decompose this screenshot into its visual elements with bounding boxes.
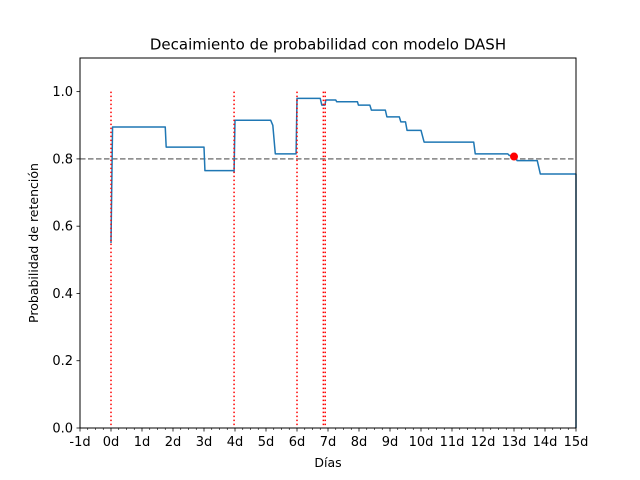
x-tick-label: 1d <box>134 435 151 450</box>
x-tick-label: 13d <box>502 435 527 450</box>
y-axis: 0.0 0.2 0.4 0.6 0.8 1.0 <box>52 85 80 437</box>
plot-area <box>80 91 577 428</box>
x-axis: -1d 0d 1d 2d 3d 4d 5d 6d 7d 8d 9d 10d 11d 12d 13d 14d 15… <box>69 428 588 450</box>
x-tick-label: 9d <box>382 435 399 450</box>
y-tick-label: 0.4 <box>52 287 73 302</box>
y-tick-label: 0.6 <box>52 220 73 235</box>
x-tick-label: 4d <box>227 435 244 450</box>
y-tick-label: 0.8 <box>52 152 73 167</box>
x-tick-label: 6d <box>289 435 306 450</box>
x-tick-label: 12d <box>471 435 496 450</box>
x-tick-label: 15d <box>564 435 589 450</box>
plot-frame <box>79 57 577 429</box>
chart-title: Decaimiento de probabilidad con modelo D… <box>150 36 506 54</box>
x-axis-title: Días <box>314 455 341 470</box>
x-tick-label: 0d <box>103 435 120 450</box>
x-tick-label: -1d <box>69 435 90 450</box>
y-tick-label: 0.0 <box>52 422 73 437</box>
x-tick-label: 10d <box>409 435 434 450</box>
x-tick-label: 8d <box>351 435 368 450</box>
y-axis-title: Probabilidad de retención <box>26 163 41 323</box>
x-tick-label: 11d <box>440 435 465 450</box>
x-tick-label: 2d <box>165 435 182 450</box>
y-tick-label: 0.2 <box>52 354 73 369</box>
retention-series-line <box>110 97 577 428</box>
x-tick-label: 7d <box>320 435 337 450</box>
y-tick-label: 1.0 <box>52 85 73 100</box>
x-tick-label: 5d <box>258 435 275 450</box>
highlight-point <box>510 152 518 161</box>
x-tick-label: 3d <box>196 435 213 450</box>
x-tick-label: 14d <box>533 435 558 450</box>
